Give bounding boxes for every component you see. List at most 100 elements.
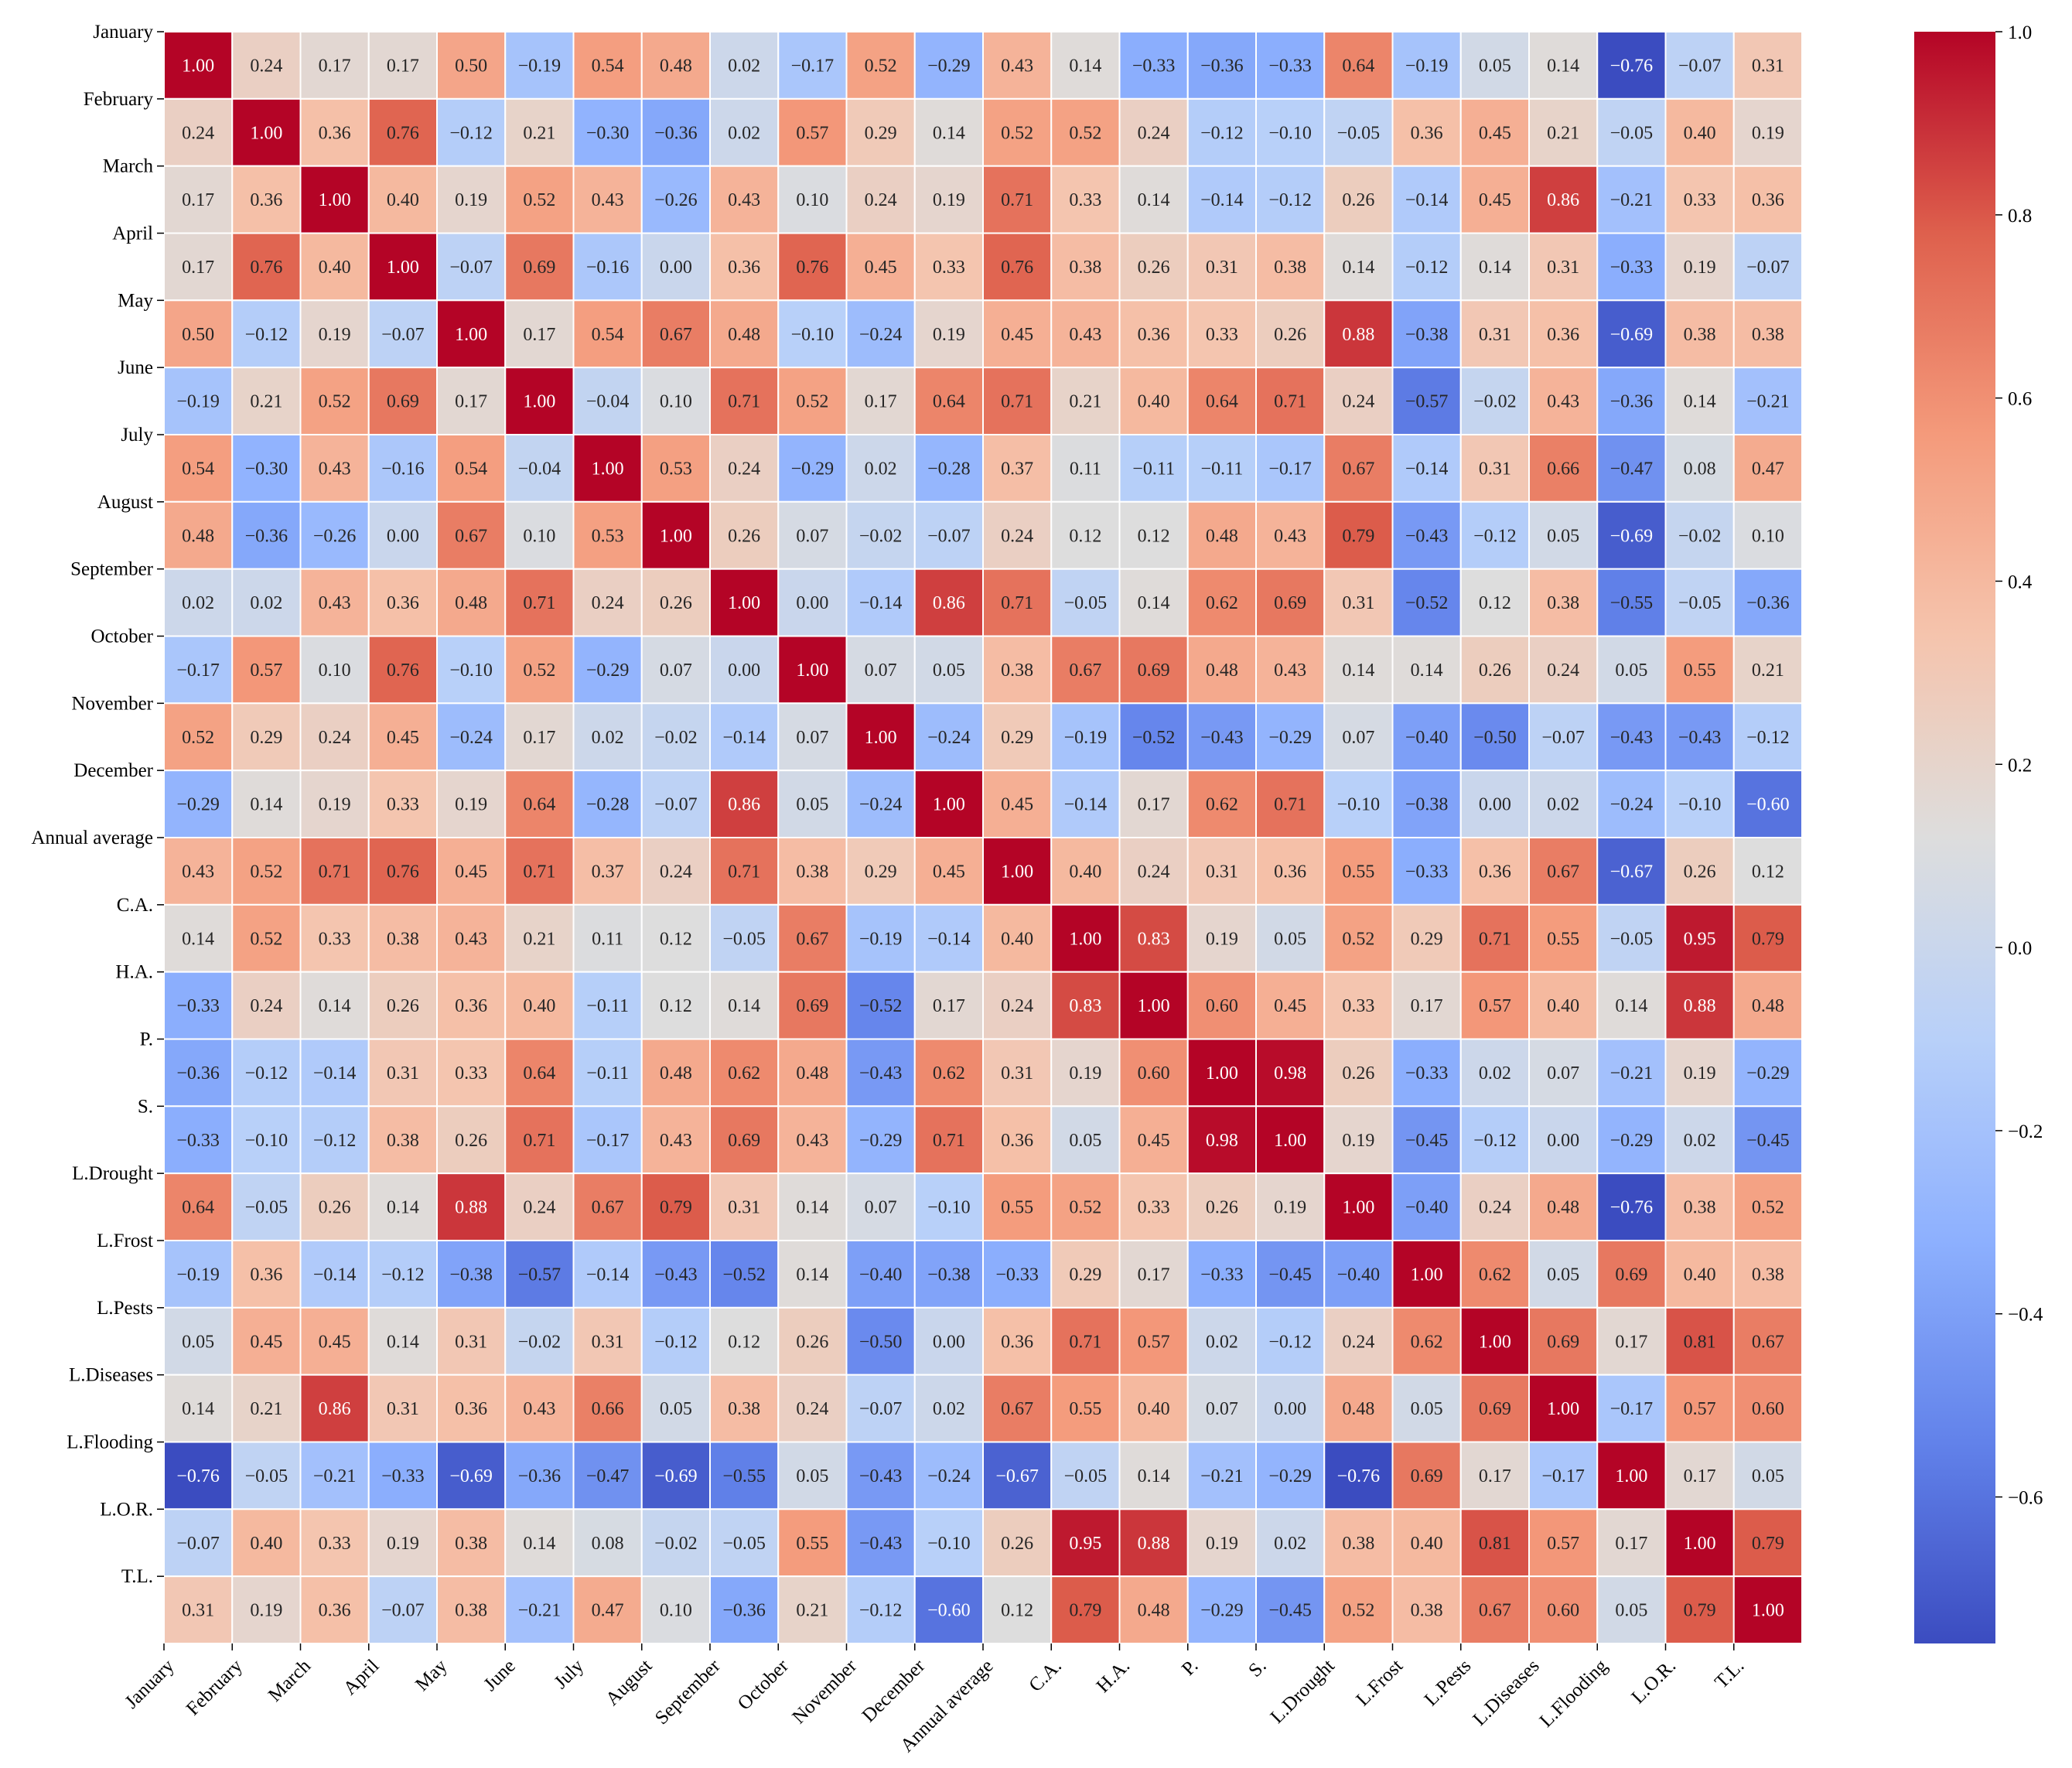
cell-value-r8-c16: 0.69: [1274, 593, 1306, 613]
cell-value-r12-c13: 0.40: [1069, 862, 1101, 882]
cell-value-r20-c15: 0.07: [1206, 1399, 1238, 1419]
cell-value-r19-c3: 0.14: [387, 1332, 419, 1352]
heatmap-cell-r17-c11: [913, 1172, 984, 1242]
heatmap-cell-r12-c5: [504, 837, 575, 906]
cell-value-r20-c23: 0.60: [1752, 1399, 1784, 1419]
cell-value-r17-c1: −0.05: [245, 1198, 288, 1218]
cell-value-r2-c6: 0.43: [592, 190, 624, 210]
cell-value-r22-c18: 0.40: [1411, 1534, 1443, 1554]
heatmap-cell-r11-c16: [1255, 770, 1326, 838]
heatmap-cell-r2-c6: [572, 165, 643, 234]
heatmap-cell-r17-c20: [1528, 1172, 1599, 1242]
cell-value-r4-c14: 0.36: [1138, 325, 1170, 345]
cell-value-r2-c22: 0.33: [1684, 190, 1716, 210]
cell-value-r9-c2: 0.10: [319, 660, 351, 681]
cell-value-r20-c4: 0.36: [455, 1399, 487, 1419]
row-label-april: April: [112, 224, 153, 244]
col-label-p: P.: [1178, 1656, 1202, 1680]
heatmap-cell-r7-c7: [640, 500, 711, 570]
cell-value-r14-c21: 0.14: [1615, 996, 1647, 1016]
cell-value-r18-c5: −0.57: [518, 1265, 562, 1285]
heatmap-cell-r16-c18: [1391, 1105, 1462, 1175]
cell-value-r19-c23: 0.67: [1752, 1332, 1784, 1352]
heatmap-cell-r7-c20: [1528, 500, 1599, 570]
cell-value-r6-c15: −0.11: [1201, 459, 1244, 479]
cell-value-r7-c2: −0.26: [313, 526, 357, 546]
heatmap-cell-r17-c12: [982, 1172, 1053, 1242]
col-label-c-a: C.A.: [1025, 1656, 1065, 1696]
cell-value-r10-c18: −0.40: [1405, 728, 1449, 748]
heatmap-cell-r17-c18: [1391, 1172, 1462, 1242]
heatmap-cell-r22-c11: [913, 1508, 984, 1578]
cell-value-r3-c6: −0.16: [586, 258, 630, 278]
cell-value-r2-c13: 0.33: [1069, 190, 1101, 210]
cell-value-r9-c13: 0.67: [1069, 660, 1101, 681]
cell-value-r19-c2: 0.45: [319, 1332, 351, 1352]
cell-value-r1-c9: 0.57: [796, 123, 828, 143]
cell-value-r11-c1: 0.14: [250, 795, 282, 815]
heatmap-cell-r23-c15: [1186, 1575, 1257, 1645]
cell-value-r11-c17: −0.10: [1337, 795, 1381, 815]
heatmap-cell-r0-c11: [913, 31, 984, 100]
cell-value-r15-c20: 0.07: [1547, 1063, 1579, 1084]
heatmap-cell-r13-c21: [1596, 903, 1667, 973]
cell-value-r13-c12: 0.40: [1001, 929, 1033, 949]
cell-value-r3-c23: −0.07: [1746, 258, 1790, 278]
cell-value-r23-c17: 0.52: [1342, 1601, 1374, 1621]
cell-value-r2-c10: 0.24: [865, 190, 897, 210]
heatmap-cell-r16-c21: [1596, 1105, 1667, 1175]
cell-value-r7-c20: 0.05: [1547, 526, 1579, 546]
heatmap-cell-r13-c17: [1323, 903, 1394, 973]
cell-value-r12-c2: 0.71: [319, 862, 351, 882]
heatmap-cell-r4-c18: [1391, 299, 1462, 369]
cell-value-r9-c0: −0.17: [176, 660, 220, 681]
cell-value-r14-c7: 0.12: [660, 996, 692, 1016]
cell-value-r10-c5: 0.17: [523, 728, 555, 748]
cell-value-r7-c12: 0.24: [1001, 526, 1033, 546]
heatmap-cell-r20-c18: [1391, 1374, 1462, 1443]
heatmap-cell-r17-c9: [777, 1172, 848, 1242]
heatmap-cell-r19-c7: [640, 1306, 711, 1376]
col-label-november: November: [788, 1655, 861, 1728]
heatmap-cell-r15-c20: [1528, 1038, 1599, 1108]
heatmap-cell-r15-c8: [709, 1038, 780, 1108]
heatmap-cell-r14-c17: [1323, 971, 1394, 1040]
heatmap-cell-r8-c0: [163, 568, 234, 637]
cell-value-r19-c12: 0.36: [1001, 1332, 1033, 1352]
cell-value-r7-c4: 0.67: [455, 526, 487, 546]
cell-value-r19-c1: 0.45: [250, 1332, 282, 1352]
cell-value-r6-c6: 1.00: [592, 459, 624, 479]
heatmap-cell-r19-c23: [1732, 1306, 1803, 1376]
heatmap-cell-r13-c15: [1186, 903, 1257, 973]
cell-value-r10-c8: −0.14: [722, 728, 766, 748]
heatmap-cell-r23-c20: [1528, 1575, 1599, 1645]
heatmap-cell-r13-c2: [299, 903, 370, 973]
heatmap-cell-r18-c21: [1596, 1240, 1667, 1309]
cell-value-r17-c15: 0.26: [1206, 1198, 1238, 1218]
heatmap-cell-r16-c4: [436, 1105, 507, 1175]
heatmap-cell-r17-c13: [1050, 1172, 1121, 1242]
heatmap-cell-r13-c16: [1255, 903, 1326, 973]
heatmap-cell-r18-c7: [640, 1240, 711, 1309]
cell-value-r22-c17: 0.38: [1342, 1534, 1374, 1554]
cell-value-r16-c5: 0.71: [523, 1131, 555, 1151]
cell-value-r23-c1: 0.19: [250, 1601, 282, 1621]
cell-value-r18-c18: 1.00: [1411, 1265, 1443, 1285]
cell-value-r15-c23: −0.29: [1746, 1063, 1790, 1084]
heatmap-cell-r10-c22: [1664, 702, 1735, 772]
row-labels: January February March April May June July Augu…: [31, 22, 164, 1587]
cell-value-r8-c21: −0.55: [1610, 593, 1654, 613]
cell-value-r12-c1: 0.52: [250, 862, 282, 882]
cell-value-r6-c21: −0.47: [1610, 459, 1654, 479]
cell-value-r1-c7: −0.36: [654, 123, 698, 143]
cell-value-r8-c7: 0.26: [660, 593, 692, 613]
cell-value-r2-c3: 0.40: [387, 190, 419, 210]
cell-value-r18-c1: 0.36: [250, 1265, 282, 1285]
cell-value-r12-c5: 0.71: [523, 862, 555, 882]
cell-value-r23-c16: −0.45: [1268, 1601, 1312, 1621]
heatmap-cell-r18-c19: [1459, 1240, 1530, 1309]
cell-value-r4-c4: 1.00: [455, 325, 487, 345]
heatmap-cell-r8-c1: [231, 568, 302, 637]
cell-value-r0-c10: 0.52: [865, 56, 897, 76]
heatmap-cell-r18-c3: [367, 1240, 438, 1309]
